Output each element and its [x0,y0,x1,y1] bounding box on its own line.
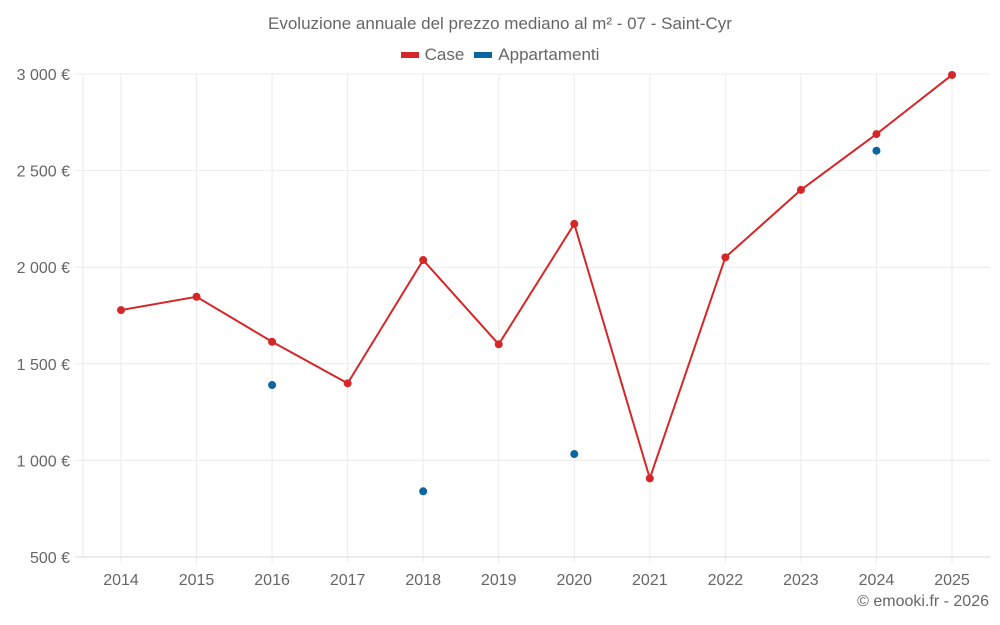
x-tick-label: 2014 [103,572,139,589]
legend-label-appartamenti: Appartamenti [498,45,600,64]
y-tick-label: 2 000 € [17,260,70,277]
data-point-appartamenti[interactable] [268,381,277,390]
data-point-case[interactable] [494,340,503,349]
data-point-case[interactable] [419,256,428,265]
y-tick-label: 2 500 € [17,164,70,181]
x-tick-label: 2018 [405,572,441,589]
data-point-appartamenti[interactable] [570,450,579,459]
x-tick-label: 2015 [179,572,215,589]
x-tick-label: 2024 [859,572,895,589]
series-line-case [120,74,953,482]
legend-swatch-case [400,52,419,58]
data-point-case[interactable] [570,219,579,228]
data-point-case[interactable] [796,185,805,194]
chart-title: Evoluzione annuale del prezzo mediano al… [268,14,732,33]
data-point-case[interactable] [721,253,730,262]
x-tick-label: 2021 [632,572,668,589]
y-tick-label: 500 € [30,550,70,567]
y-tick-label: 3 000 € [17,67,70,84]
x-tick-label: 2020 [556,572,592,589]
y-tick-label: 1 500 € [17,357,70,374]
legend: Case Appartamenti [0,45,1000,65]
x-tick-label: 2023 [783,572,819,589]
data-point-case[interactable] [343,379,352,388]
x-tick-label: 2025 [934,572,970,589]
x-tick-label: 2019 [481,572,517,589]
x-tick-label: 2017 [330,572,366,589]
legend-item-case[interactable]: Case [400,45,465,65]
data-point-appartamenti[interactable] [419,487,428,496]
x-tick-label: 2022 [708,572,744,589]
legend-label-case: Case [424,45,465,64]
data-point-appartamenti[interactable] [872,146,881,155]
data-point-case[interactable] [872,130,881,139]
copyright-credit: © emooki.fr - 2026 [857,593,989,610]
data-point-case[interactable] [192,292,201,301]
legend-swatch-appartamenti [474,52,493,58]
legend-item-appartamenti[interactable]: Appartamenti [474,45,599,65]
data-series [117,70,956,496]
data-point-case[interactable] [117,306,125,315]
y-axis: 500 € 1 000 € 1 500 € 2 000 € 2 500 € 3 000 € [17,67,70,567]
y-tick-label: 1 000 € [17,453,70,470]
x-tick-label: 2016 [254,572,290,589]
data-point-case[interactable] [948,70,956,79]
gridlines [75,73,990,563]
data-point-case[interactable] [268,337,277,346]
data-point-case[interactable] [645,474,654,483]
x-axis: 2014 2015 2016 2017 2018 2019 2020 2021 2022 2023… [103,572,970,589]
